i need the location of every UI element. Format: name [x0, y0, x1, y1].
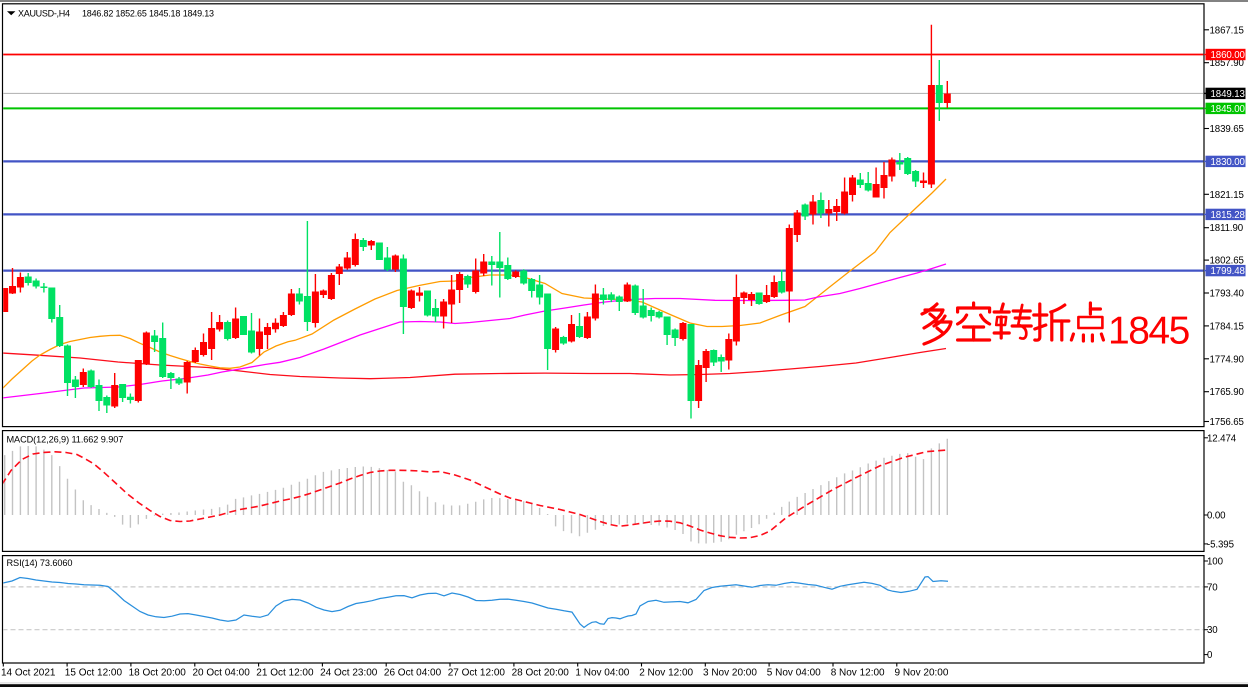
svg-text:1857.90: 1857.90: [1210, 58, 1245, 69]
svg-text:26 Oct 04:00: 26 Oct 04:00: [384, 668, 442, 679]
svg-text:27 Oct 12:00: 27 Oct 12:00: [448, 668, 506, 679]
svg-text:1 Nov 04:00: 1 Nov 04:00: [575, 668, 629, 679]
svg-text:1802.65: 1802.65: [1210, 256, 1244, 267]
svg-text:1839.65: 1839.65: [1210, 124, 1244, 135]
svg-text:8 Nov 12:00: 8 Nov 12:00: [831, 668, 885, 679]
svg-text:1815.28: 1815.28: [1211, 210, 1245, 221]
svg-text:0: 0: [1207, 650, 1213, 661]
svg-text:1849.13: 1849.13: [1211, 89, 1245, 100]
svg-text:1774.90: 1774.90: [1210, 354, 1245, 365]
svg-text:1845.00: 1845.00: [1211, 104, 1246, 115]
svg-text:30: 30: [1207, 625, 1218, 636]
svg-text:18 Oct 20:00: 18 Oct 20:00: [129, 668, 187, 679]
svg-text:9 Nov 20:00: 9 Nov 20:00: [895, 668, 949, 679]
svg-text:14 Oct 2021: 14 Oct 2021: [1, 668, 56, 679]
svg-text:1821.15: 1821.15: [1210, 190, 1244, 201]
svg-text:21 Oct 12:00: 21 Oct 12:00: [256, 668, 314, 679]
svg-text:RSI(14) 73.6060: RSI(14) 73.6060: [7, 558, 73, 568]
svg-text:70: 70: [1207, 582, 1218, 593]
svg-text:1799.48: 1799.48: [1211, 266, 1245, 277]
svg-text:24 Oct 23:00: 24 Oct 23:00: [320, 668, 378, 679]
svg-text:MACD(12,26,9) 11.662 9.907: MACD(12,26,9) 11.662 9.907: [7, 434, 124, 444]
svg-text:5 Nov 04:00: 5 Nov 04:00: [767, 668, 821, 679]
svg-text:3 Nov 20:00: 3 Nov 20:00: [703, 668, 757, 679]
svg-text:0.00: 0.00: [1207, 511, 1226, 522]
svg-text:15 Oct 12:00: 15 Oct 12:00: [65, 668, 123, 679]
svg-text:2 Nov 12:00: 2 Nov 12:00: [639, 668, 693, 679]
svg-text:1830.00: 1830.00: [1211, 157, 1246, 168]
svg-text:XAUUSD-,H4: XAUUSD-,H4: [18, 9, 70, 19]
svg-text:1845: 1845: [1108, 310, 1190, 353]
svg-text:-5.395: -5.395: [1207, 539, 1234, 550]
svg-text:1846.82: 1846.82: [82, 9, 113, 19]
svg-text:1784.15: 1784.15: [1210, 321, 1244, 332]
svg-text:1793.40: 1793.40: [1210, 289, 1245, 300]
svg-text:1811.90: 1811.90: [1210, 223, 1244, 234]
svg-text:1852.65: 1852.65: [116, 9, 147, 19]
svg-text:1867.15: 1867.15: [1210, 25, 1244, 36]
svg-text:1765.90: 1765.90: [1210, 387, 1245, 398]
svg-text:1756.65: 1756.65: [1210, 417, 1244, 428]
svg-text:12.474: 12.474: [1207, 433, 1237, 444]
svg-text:28 Oct 20:00: 28 Oct 20:00: [512, 668, 570, 679]
svg-text:1849.13: 1849.13: [183, 9, 214, 19]
svg-text:1860.00: 1860.00: [1211, 50, 1246, 61]
svg-text:1845.18: 1845.18: [149, 9, 180, 19]
svg-text:20 Oct 04:00: 20 Oct 04:00: [193, 668, 251, 679]
svg-text:100: 100: [1207, 557, 1224, 568]
